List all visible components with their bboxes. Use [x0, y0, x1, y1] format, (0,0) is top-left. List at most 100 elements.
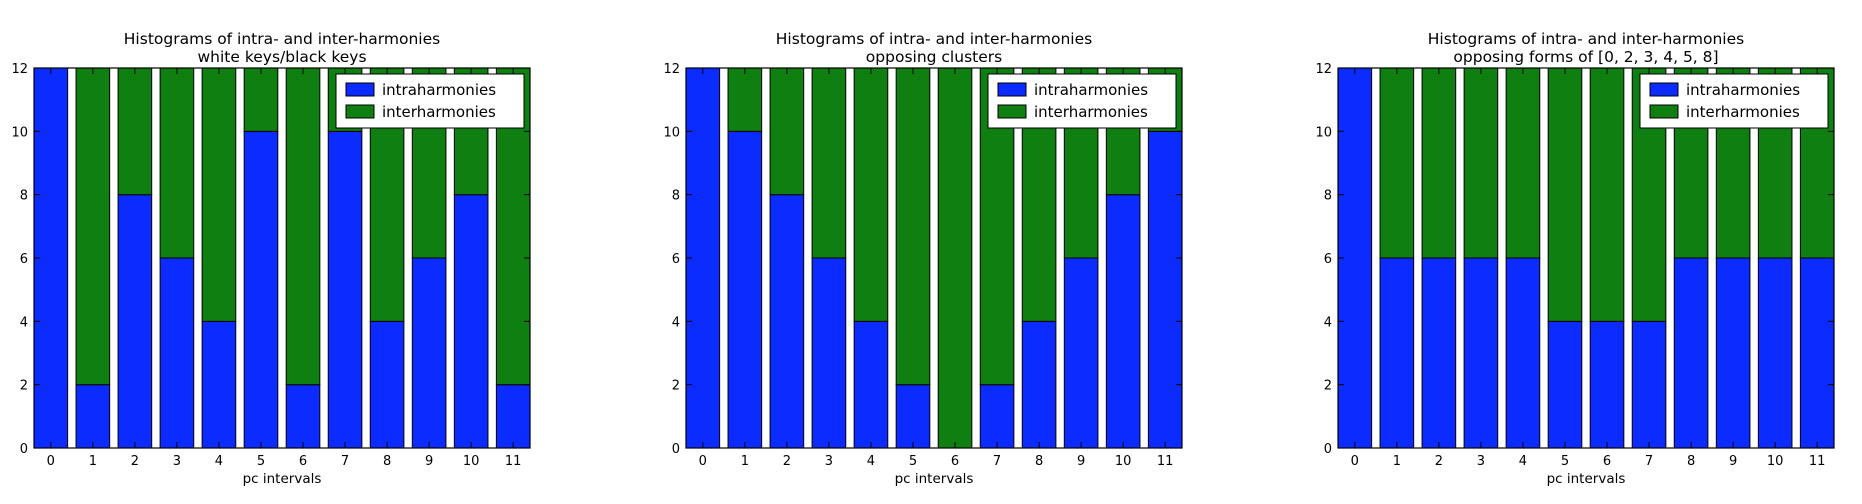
- x-axis: 0 1 2 3 4 5 6 7 8 9 10 11: [1351, 68, 1825, 469]
- y-tick-label: 6: [1324, 252, 1332, 267]
- bar-intraharmonies-3: [811, 257, 847, 449]
- bar-intraharmonies-4: [853, 320, 889, 449]
- bar-intraharmonies-7: [327, 130, 363, 449]
- bar-intraharmonies-8: [1021, 320, 1057, 449]
- bar-intraharmonies-2: [769, 194, 805, 449]
- bar-interharmonies-5: [895, 67, 931, 386]
- chart-2: Histograms of intra- and inter-harmonies…: [663, 30, 1183, 487]
- x-tick-label: 2: [783, 454, 791, 469]
- legend-label-intraharmonies: intraharmonies: [1686, 81, 1800, 99]
- x-tick-label: 2: [1435, 454, 1443, 469]
- legend-swatch-intraharmonies: [997, 82, 1027, 97]
- legend-label-interharmonies: interharmonies: [382, 103, 496, 121]
- y-tick-label: 10: [11, 125, 28, 140]
- x-tick-label: 6: [1603, 454, 1611, 469]
- x-tick-label: 7: [341, 454, 349, 469]
- bar-interharmonies-1: [1379, 67, 1415, 259]
- bar-interharmonies-2: [1421, 67, 1457, 259]
- x-tick-label: 10: [463, 454, 480, 469]
- bar-intraharmonies-1: [727, 130, 763, 449]
- bar-intraharmonies-11: [1799, 257, 1835, 449]
- series-intraharmonies: [685, 67, 1183, 449]
- x-tick-label: 11: [505, 454, 522, 469]
- y-tick-label: 0: [20, 442, 28, 457]
- x-tick-label: 9: [1729, 454, 1737, 469]
- bar-intraharmonies-10: [1757, 257, 1793, 449]
- bar-intraharmonies-5: [243, 130, 279, 449]
- x-axis: 0 1 2 3 4 5 6 7 8 9 10 11: [47, 68, 522, 469]
- legend-swatch-interharmonies: [997, 104, 1027, 119]
- x-tick-label: 3: [173, 454, 181, 469]
- x-tick-label: 1: [89, 454, 97, 469]
- bar-intraharmonies-8: [369, 320, 405, 449]
- legend: intraharmonies interharmonies: [1639, 73, 1829, 129]
- bar-intraharmonies-5: [895, 384, 931, 449]
- bar-interharmonies-3: [1463, 67, 1499, 259]
- bar-interharmonies-2: [769, 67, 805, 196]
- bar-interharmonies-5: [1547, 67, 1583, 322]
- x-tick-label: 10: [1115, 454, 1132, 469]
- x-axis-label: pc intervals: [1547, 471, 1626, 487]
- x-tick-label: 8: [1035, 454, 1043, 469]
- x-tick-label: 1: [741, 454, 749, 469]
- bar-intraharmonies-5: [1547, 320, 1583, 449]
- legend-swatch-intraharmonies: [345, 82, 375, 97]
- chart-title: Histograms of intra- and inter-harmonies: [776, 30, 1092, 48]
- bar-interharmonies-4: [1505, 67, 1541, 259]
- x-tick-label: 5: [257, 454, 265, 469]
- bar-intraharmonies-9: [1063, 257, 1099, 449]
- legend-label-interharmonies: interharmonies: [1686, 103, 1800, 121]
- bar-interharmonies-3: [811, 67, 847, 259]
- x-axis-label: pc intervals: [243, 471, 322, 487]
- bar-interharmonies-6: [937, 67, 973, 449]
- bar-interharmonies-4: [853, 67, 889, 322]
- chart-3: Histograms of intra- and inter-harmonies…: [1315, 30, 1835, 487]
- y-axis: 0 2 4 6 8 10 12: [11, 62, 530, 457]
- y-tick-label: 0: [1324, 442, 1332, 457]
- chart-title: Histograms of intra- and inter-harmonies: [124, 30, 440, 48]
- y-tick-label: 12: [1315, 62, 1332, 77]
- y-tick-label: 2: [20, 379, 28, 394]
- bar-intraharmonies-11: [1147, 130, 1183, 449]
- x-tick-label: 6: [951, 454, 959, 469]
- chart-subtitle: opposing clusters: [866, 48, 1002, 66]
- chart-title: Histograms of intra- and inter-harmonies: [1428, 30, 1744, 48]
- legend-swatch-intraharmonies: [1649, 82, 1679, 97]
- x-tick-label: 0: [47, 454, 55, 469]
- y-tick-label: 8: [20, 189, 28, 204]
- bar-intraharmonies-4: [1505, 257, 1541, 449]
- x-tick-label: 7: [1645, 454, 1653, 469]
- x-tick-label: 6: [299, 454, 307, 469]
- x-tick-label: 5: [909, 454, 917, 469]
- y-tick-label: 12: [11, 62, 28, 77]
- series-intraharmonies: [33, 67, 531, 449]
- bar-intraharmonies-9: [411, 257, 447, 449]
- x-tick-label: 3: [1477, 454, 1485, 469]
- bar-intraharmonies-4: [201, 320, 237, 449]
- bar-interharmonies-6: [1589, 67, 1625, 322]
- bar-intraharmonies-2: [1421, 257, 1457, 449]
- y-tick-label: 8: [1324, 189, 1332, 204]
- legend-label-intraharmonies: intraharmonies: [1034, 81, 1148, 99]
- bar-intraharmonies-7: [1631, 320, 1667, 449]
- bar-intraharmonies-7: [979, 384, 1015, 449]
- x-tick-label: 5: [1561, 454, 1569, 469]
- series-intraharmonies: [1337, 67, 1835, 449]
- legend: intraharmonies interharmonies: [335, 73, 525, 129]
- legend-swatch-interharmonies: [1649, 104, 1679, 119]
- x-tick-label: 4: [215, 454, 223, 469]
- y-tick-label: 8: [672, 189, 680, 204]
- x-tick-label: 1: [1393, 454, 1401, 469]
- x-tick-label: 9: [425, 454, 433, 469]
- x-tick-label: 9: [1077, 454, 1085, 469]
- bar-interharmonies-1: [75, 67, 111, 386]
- chart-subtitle: opposing forms of [0, 2, 3, 4, 5, 8]: [1453, 48, 1718, 66]
- x-tick-label: 8: [1687, 454, 1695, 469]
- y-axis: 0 2 4 6 8 10 12: [663, 62, 1182, 457]
- x-tick-label: 2: [131, 454, 139, 469]
- legend-label-interharmonies: interharmonies: [1034, 103, 1148, 121]
- y-tick-label: 4: [672, 315, 680, 330]
- legend: intraharmonies interharmonies: [987, 73, 1177, 129]
- bar-intraharmonies-8: [1673, 257, 1709, 449]
